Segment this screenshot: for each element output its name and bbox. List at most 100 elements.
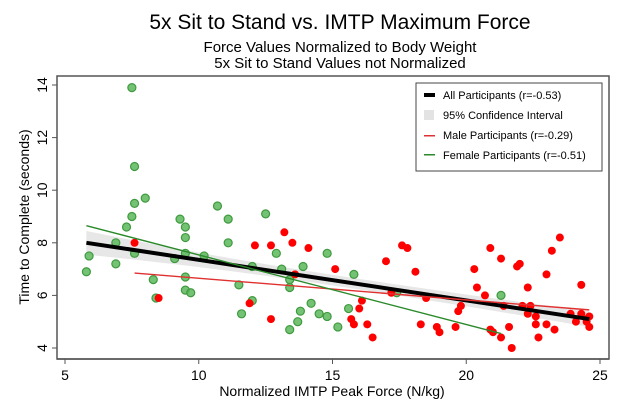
legend-label-female: Female Participants (r=-0.51) <box>443 150 586 162</box>
male-point <box>154 294 163 303</box>
male-point <box>497 333 506 342</box>
male-point <box>245 299 254 308</box>
points-layer <box>81 83 594 352</box>
male-point <box>531 320 540 329</box>
female-point <box>306 298 316 308</box>
legend-swatch-ci <box>424 110 434 120</box>
male-point <box>130 238 139 247</box>
female-point <box>148 275 158 285</box>
female-point <box>261 209 271 219</box>
female-point <box>295 306 305 316</box>
male-point <box>368 333 377 342</box>
legend-box <box>415 82 603 172</box>
x-axis-label: Normalized IMTP Peak Force (N/kg) <box>219 383 444 399</box>
female-point <box>129 161 140 172</box>
x-tick-label: 10 <box>191 367 207 383</box>
male-point <box>403 244 412 253</box>
y-tick-label: 14 <box>34 77 50 93</box>
female-point <box>236 309 247 319</box>
female-point <box>343 303 354 314</box>
male-point <box>363 320 372 329</box>
male-point <box>497 254 506 263</box>
female-point <box>180 222 190 232</box>
female-point <box>180 232 190 243</box>
female-point <box>127 211 137 222</box>
male-fit-line <box>134 272 590 311</box>
male-point <box>515 259 524 268</box>
female-point <box>121 222 132 232</box>
y-tick-label: 10 <box>34 182 50 198</box>
y-axis: 4 6 8 10 12 14 <box>34 77 57 352</box>
chart-subtitle-line-1: Force Values Normalized to Body Weight <box>204 39 478 56</box>
male-point <box>288 238 297 247</box>
male-point <box>304 244 313 253</box>
legend-label-male: Male Participants (r=-0.29) <box>443 130 573 142</box>
male-point <box>507 344 516 352</box>
female-point <box>175 214 185 224</box>
male-point <box>411 267 420 276</box>
female-point <box>271 248 281 258</box>
female-point <box>298 261 308 272</box>
female-point <box>212 201 223 211</box>
female-point <box>496 290 506 300</box>
male-point <box>550 325 559 334</box>
female-fit-line <box>86 225 502 335</box>
y-tick-label: 12 <box>34 130 50 146</box>
chart-subtitle-line-2: 5x Sit to Stand Values not Normalized <box>214 55 466 72</box>
chart-title: 5x Sit to Stand vs. IMTP Maximum Force <box>149 11 530 34</box>
female-point <box>223 238 233 248</box>
male-point <box>355 304 364 313</box>
male-point <box>280 228 289 237</box>
legend-label-all: All Participants (r=-0.53) <box>443 90 561 102</box>
female-point <box>314 309 324 319</box>
legend: All Participants (r=-0.53) 95% Confidenc… <box>415 82 603 172</box>
male-point <box>585 322 594 331</box>
legend-swatch-all <box>424 93 435 97</box>
male-point <box>416 320 425 329</box>
male-point <box>571 317 580 326</box>
female-point <box>111 259 121 269</box>
x-tick-label: 5 <box>61 367 69 383</box>
female-point <box>349 269 359 279</box>
female-point <box>129 198 140 208</box>
female-point <box>285 324 295 335</box>
x-tick-label: 15 <box>325 367 341 383</box>
male-point <box>505 322 514 331</box>
female-point <box>186 288 196 298</box>
y-axis-label: Time to Complete (seconds) <box>16 129 32 304</box>
female-point <box>333 322 343 332</box>
male-point <box>456 301 465 310</box>
male-point <box>542 270 551 279</box>
male-point <box>547 246 556 255</box>
female-point <box>293 317 303 327</box>
male-point <box>555 233 564 242</box>
male-point <box>349 320 358 329</box>
fit-lines-layer <box>86 225 590 335</box>
male-point <box>577 280 586 289</box>
male-point <box>534 333 543 342</box>
y-tick-label: 6 <box>34 291 50 299</box>
male-point <box>531 312 540 321</box>
male-point <box>357 296 366 305</box>
female-point <box>84 251 94 261</box>
male-point <box>250 241 259 250</box>
male-point <box>470 265 479 274</box>
male-point <box>480 291 489 300</box>
male-point <box>382 257 390 266</box>
male-point <box>266 315 275 324</box>
female-point <box>322 311 332 322</box>
y-tick-label: 8 <box>34 239 50 247</box>
male-point <box>435 328 444 337</box>
x-tick-label: 20 <box>458 367 474 383</box>
male-point <box>472 283 481 292</box>
male-point <box>523 283 532 292</box>
legend-label-ci: 95% Confidence Interval <box>443 110 563 122</box>
male-point <box>486 244 495 253</box>
male-point <box>451 322 460 331</box>
legend-swatch-male <box>424 135 435 137</box>
x-axis: 5 10 15 20 25 <box>57 358 609 383</box>
female-point <box>223 214 233 224</box>
female-point <box>140 193 150 203</box>
female-point <box>81 267 92 277</box>
